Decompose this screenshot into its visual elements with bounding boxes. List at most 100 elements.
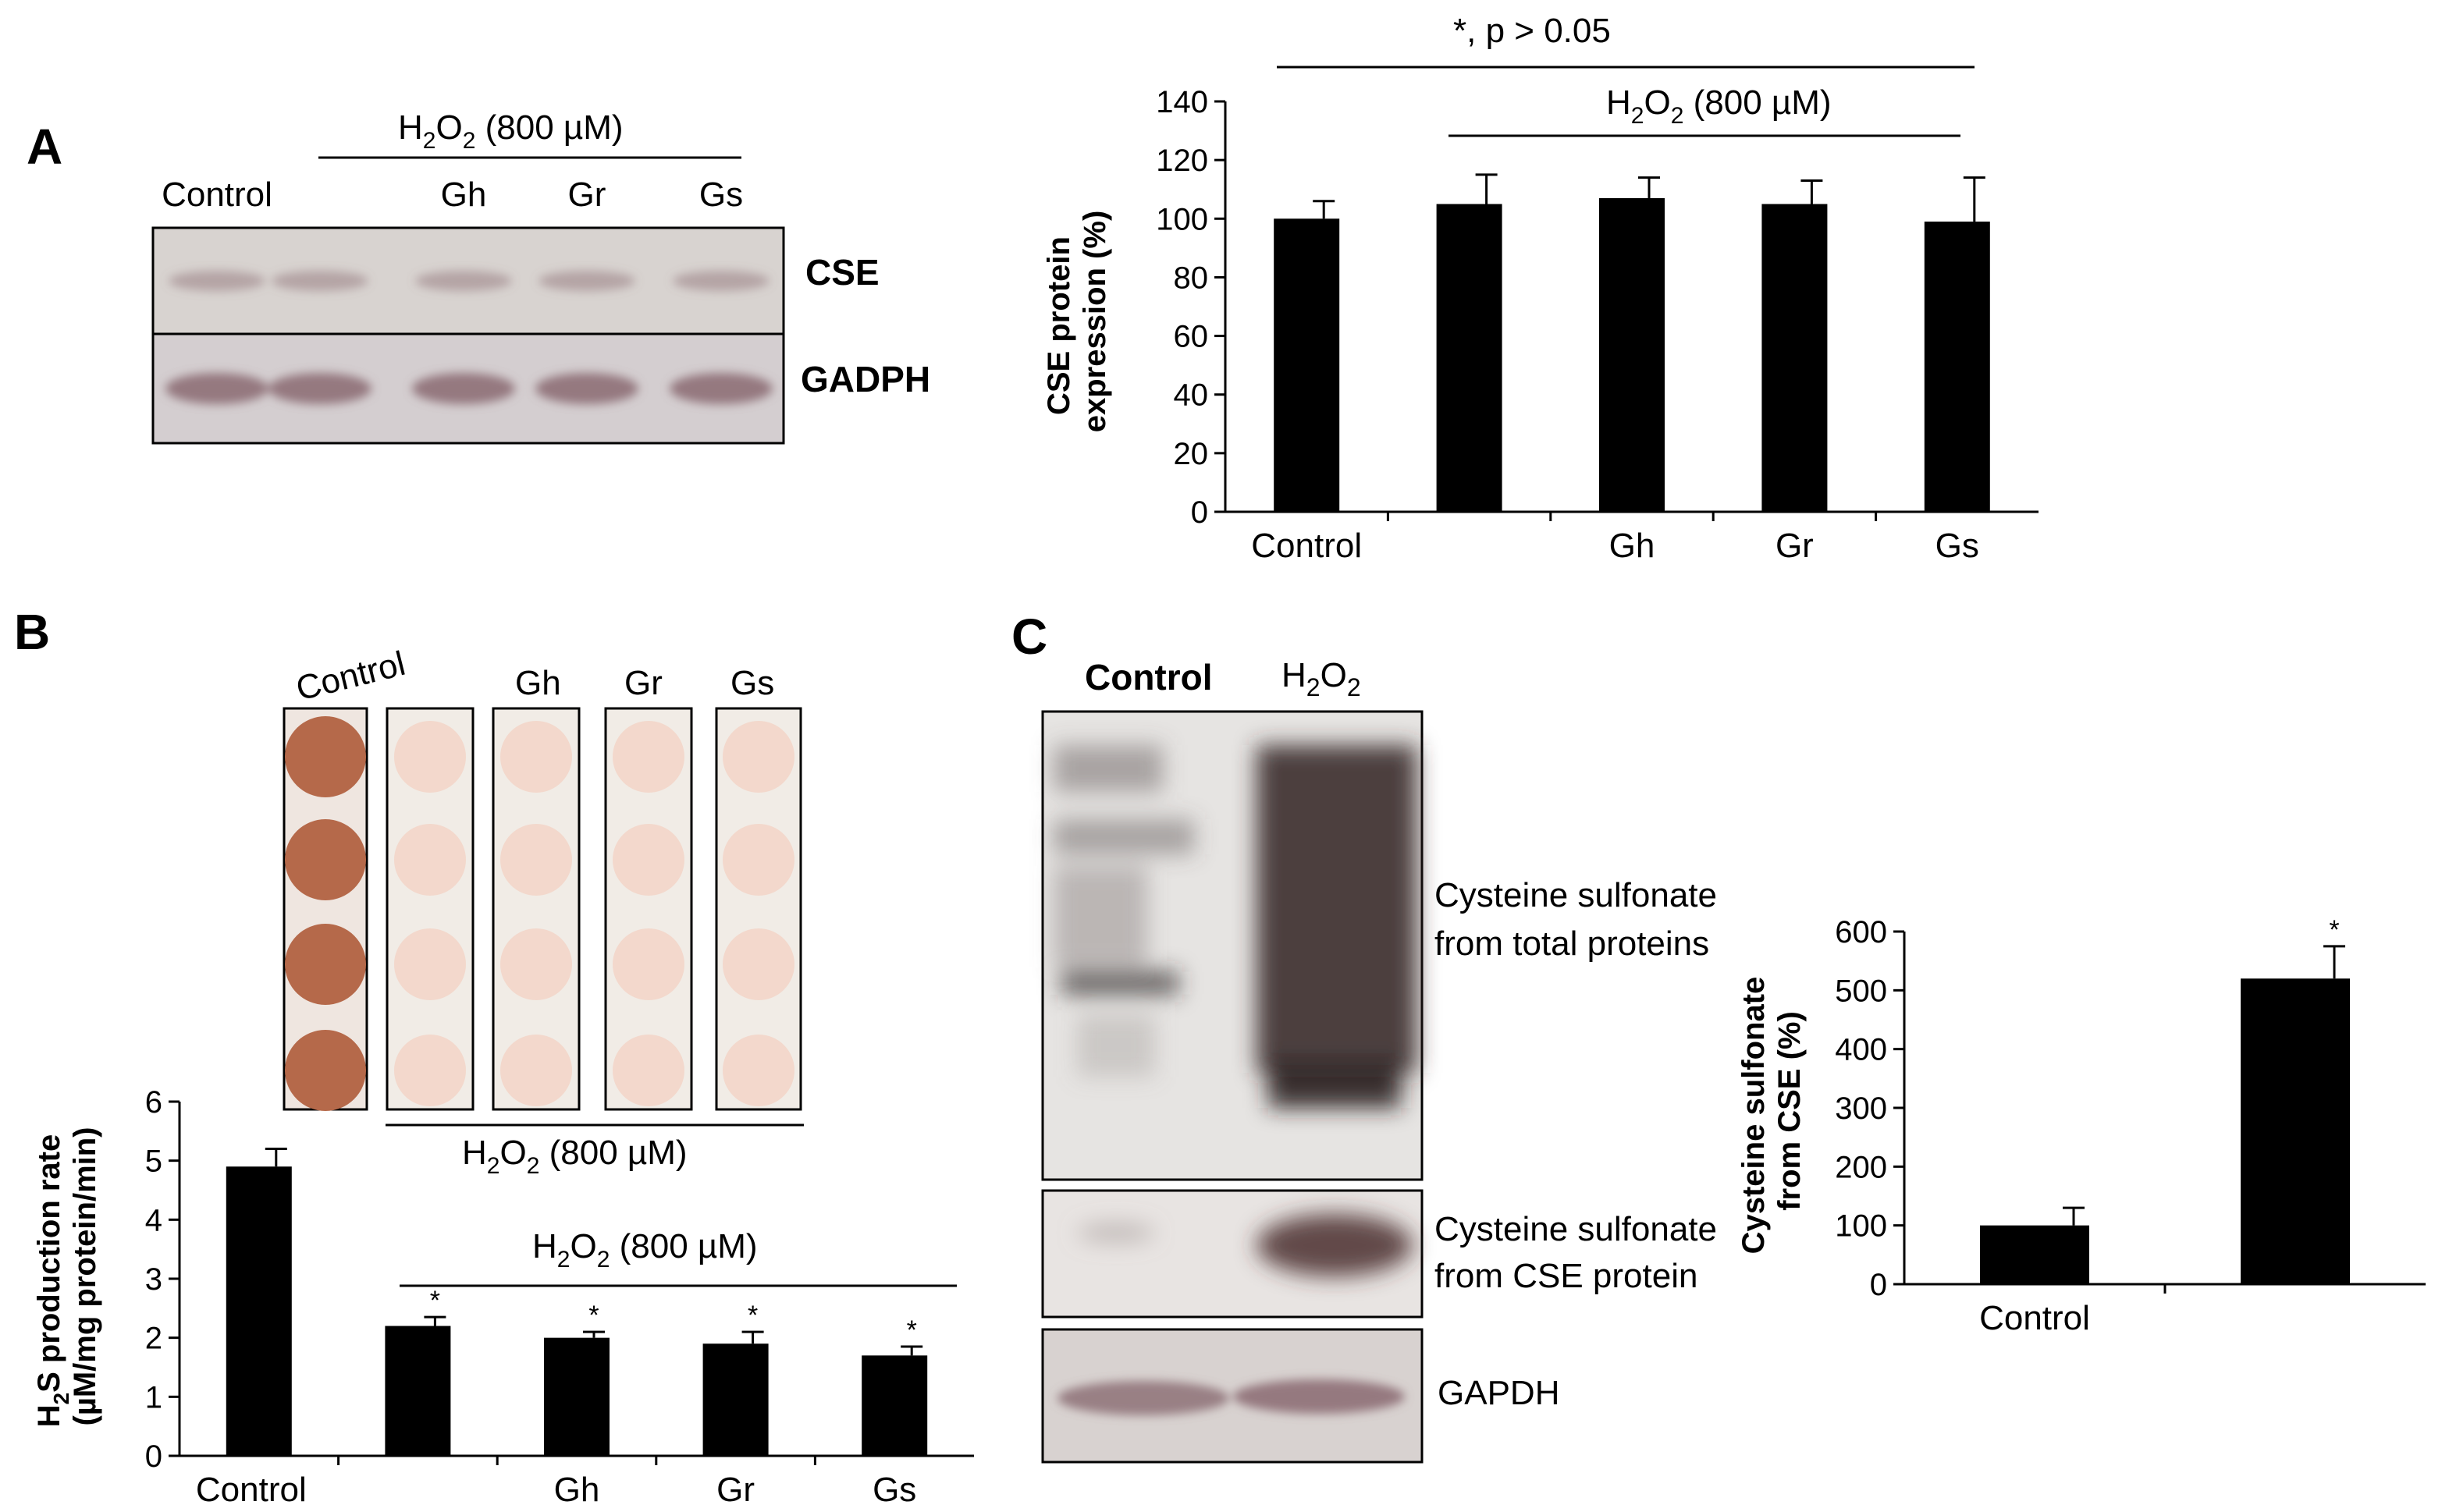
bar xyxy=(544,1337,610,1456)
cse-band xyxy=(169,271,265,291)
panel-b-strips xyxy=(283,707,802,1111)
assay-spot xyxy=(500,824,572,896)
y-tick-label: 600 xyxy=(1835,915,1887,949)
y-tick-label: 40 xyxy=(1174,378,1209,413)
x-tick-label: Gr xyxy=(716,1471,755,1509)
y-tick-label: 100 xyxy=(1835,1209,1887,1244)
y-tick-label: 0 xyxy=(1191,495,1208,530)
strip-label: Gs xyxy=(730,664,774,702)
x-tick-label: Gr xyxy=(1776,527,1814,565)
bar xyxy=(702,1343,769,1456)
assay-spot xyxy=(285,819,366,900)
bar xyxy=(1924,222,1990,512)
y-tick-label: 400 xyxy=(1835,1033,1887,1067)
panel-c-total-protein-bands xyxy=(1054,745,1417,1108)
y-tick-label: 100 xyxy=(1156,202,1208,236)
panel-a-lane-label: Gs xyxy=(699,176,743,214)
assay-spot xyxy=(613,1035,684,1106)
panel-a-chart-treatment-label: H2O2 (800 µM) xyxy=(1606,83,1832,129)
gadph-band xyxy=(412,373,515,404)
bar xyxy=(2241,978,2350,1284)
panel-a-significance: *, p > 0.05 xyxy=(1453,12,1611,50)
panel-c-lane-control: Control xyxy=(1085,657,1213,697)
panel-c-ylabel: Cysteine sulfonate from CSE (%) xyxy=(1736,968,1807,1255)
y-tick-label: 140 xyxy=(1156,85,1208,119)
assay-spot xyxy=(613,824,684,896)
y-tick-label: 200 xyxy=(1835,1150,1887,1184)
bar xyxy=(1599,197,1665,512)
panel-b-label: B xyxy=(14,604,50,660)
assay-spot xyxy=(394,928,466,1000)
assay-spot xyxy=(285,1030,366,1111)
y-tick-label: 500 xyxy=(1835,974,1887,1008)
significance-star: * xyxy=(907,1315,917,1345)
y-tick-label: 1 xyxy=(145,1380,162,1414)
panel-c-label: C xyxy=(1011,609,1047,665)
strip-label: Gr xyxy=(624,664,663,702)
panel-c-band-label-gapdh: GAPDH xyxy=(1438,1374,1559,1412)
bar xyxy=(1761,204,1828,512)
bar xyxy=(1980,1225,2089,1284)
y-tick-label: 5 xyxy=(145,1145,162,1179)
y-tick-label: 0 xyxy=(145,1439,162,1474)
panel-a-chart: 0 20 40 60 80 100 120 140 Control Gh Gr Gs xyxy=(1156,85,2039,565)
panel-c-band-label-total: Cysteine sulfonate from total proteins xyxy=(1434,876,1726,963)
gadph-band xyxy=(165,373,268,404)
assay-spot xyxy=(500,721,572,793)
panel-a-cse-bands xyxy=(169,271,770,291)
x-tick-label: Control xyxy=(196,1471,307,1509)
assay-spot xyxy=(285,716,366,797)
x-tick-label: Gs xyxy=(1935,527,1979,565)
bar xyxy=(862,1355,928,1456)
gadph-band xyxy=(268,373,371,404)
assay-spot xyxy=(285,924,366,1005)
panel-c-gapdh-bands xyxy=(1057,1379,1405,1415)
assay-spot xyxy=(613,721,684,793)
assay-spot xyxy=(723,1035,794,1106)
x-tick-label: Gh xyxy=(554,1471,600,1509)
y-tick-label: 300 xyxy=(1835,1091,1887,1126)
panel-a-band-label-gadph: GADPH xyxy=(801,359,930,399)
panel-a-ylabel: CSE protein expression (%) xyxy=(1042,211,1112,433)
cse-band xyxy=(673,271,770,291)
y-tick-label: 6 xyxy=(145,1085,162,1120)
y-tick-label: 80 xyxy=(1174,261,1209,295)
panel-a-label: A xyxy=(27,119,62,175)
panel-b-strip-treatment-label: H2O2 (800 µM) xyxy=(462,1134,688,1179)
bar xyxy=(226,1166,292,1456)
panel-a-blot-lane-labels: Control Gh Gr Gs xyxy=(162,176,743,214)
assay-spot xyxy=(723,928,794,1000)
gadph-band xyxy=(535,373,638,404)
panel-a-lane-label: Gh xyxy=(441,176,487,214)
bar xyxy=(1274,218,1340,512)
panel-c-lane-h2o2: H2O2 xyxy=(1281,656,1361,701)
y-tick-label: 4 xyxy=(145,1203,162,1237)
x-tick-label: Gs xyxy=(873,1471,916,1509)
y-tick-label: 0 xyxy=(1870,1268,1887,1302)
y-tick-label: 2 xyxy=(145,1322,162,1356)
panel-b-strip-labels: Control Gh Gr Gs xyxy=(293,644,775,708)
bar xyxy=(385,1326,451,1456)
panel-a-treatment-label: H2O2 (800 µM) xyxy=(398,108,624,154)
panel-a-lane-label: Gr xyxy=(568,176,606,214)
cse-band xyxy=(415,271,512,291)
panel-b-chart: 0 1 2 3 4 5 6 Control * * Gh * Gr * Gs xyxy=(145,1085,974,1509)
panel-a-band-label-cse: CSE xyxy=(805,252,880,293)
assay-spot xyxy=(394,721,466,793)
panel-a-lane-label: Control xyxy=(162,176,272,214)
panel-b-chart-treatment-label: H2O2 (800 µM) xyxy=(532,1227,758,1272)
assay-spot xyxy=(394,824,466,896)
x-tick-label: Control xyxy=(1251,527,1362,565)
cse-band xyxy=(539,271,635,291)
strip-label: Control xyxy=(293,644,409,708)
assay-spot xyxy=(723,824,794,896)
significance-star: * xyxy=(588,1301,599,1330)
panel-c-chart: 0 100 200 300 400 500 600 Control * xyxy=(1835,915,2426,1337)
bar xyxy=(1436,204,1502,512)
x-tick-label: Gh xyxy=(1609,527,1655,565)
y-tick-label: 20 xyxy=(1174,437,1209,471)
significance-star: * xyxy=(430,1286,440,1315)
panel-c-cse-protein-bands xyxy=(1077,1214,1413,1276)
assay-spot xyxy=(613,928,684,1000)
